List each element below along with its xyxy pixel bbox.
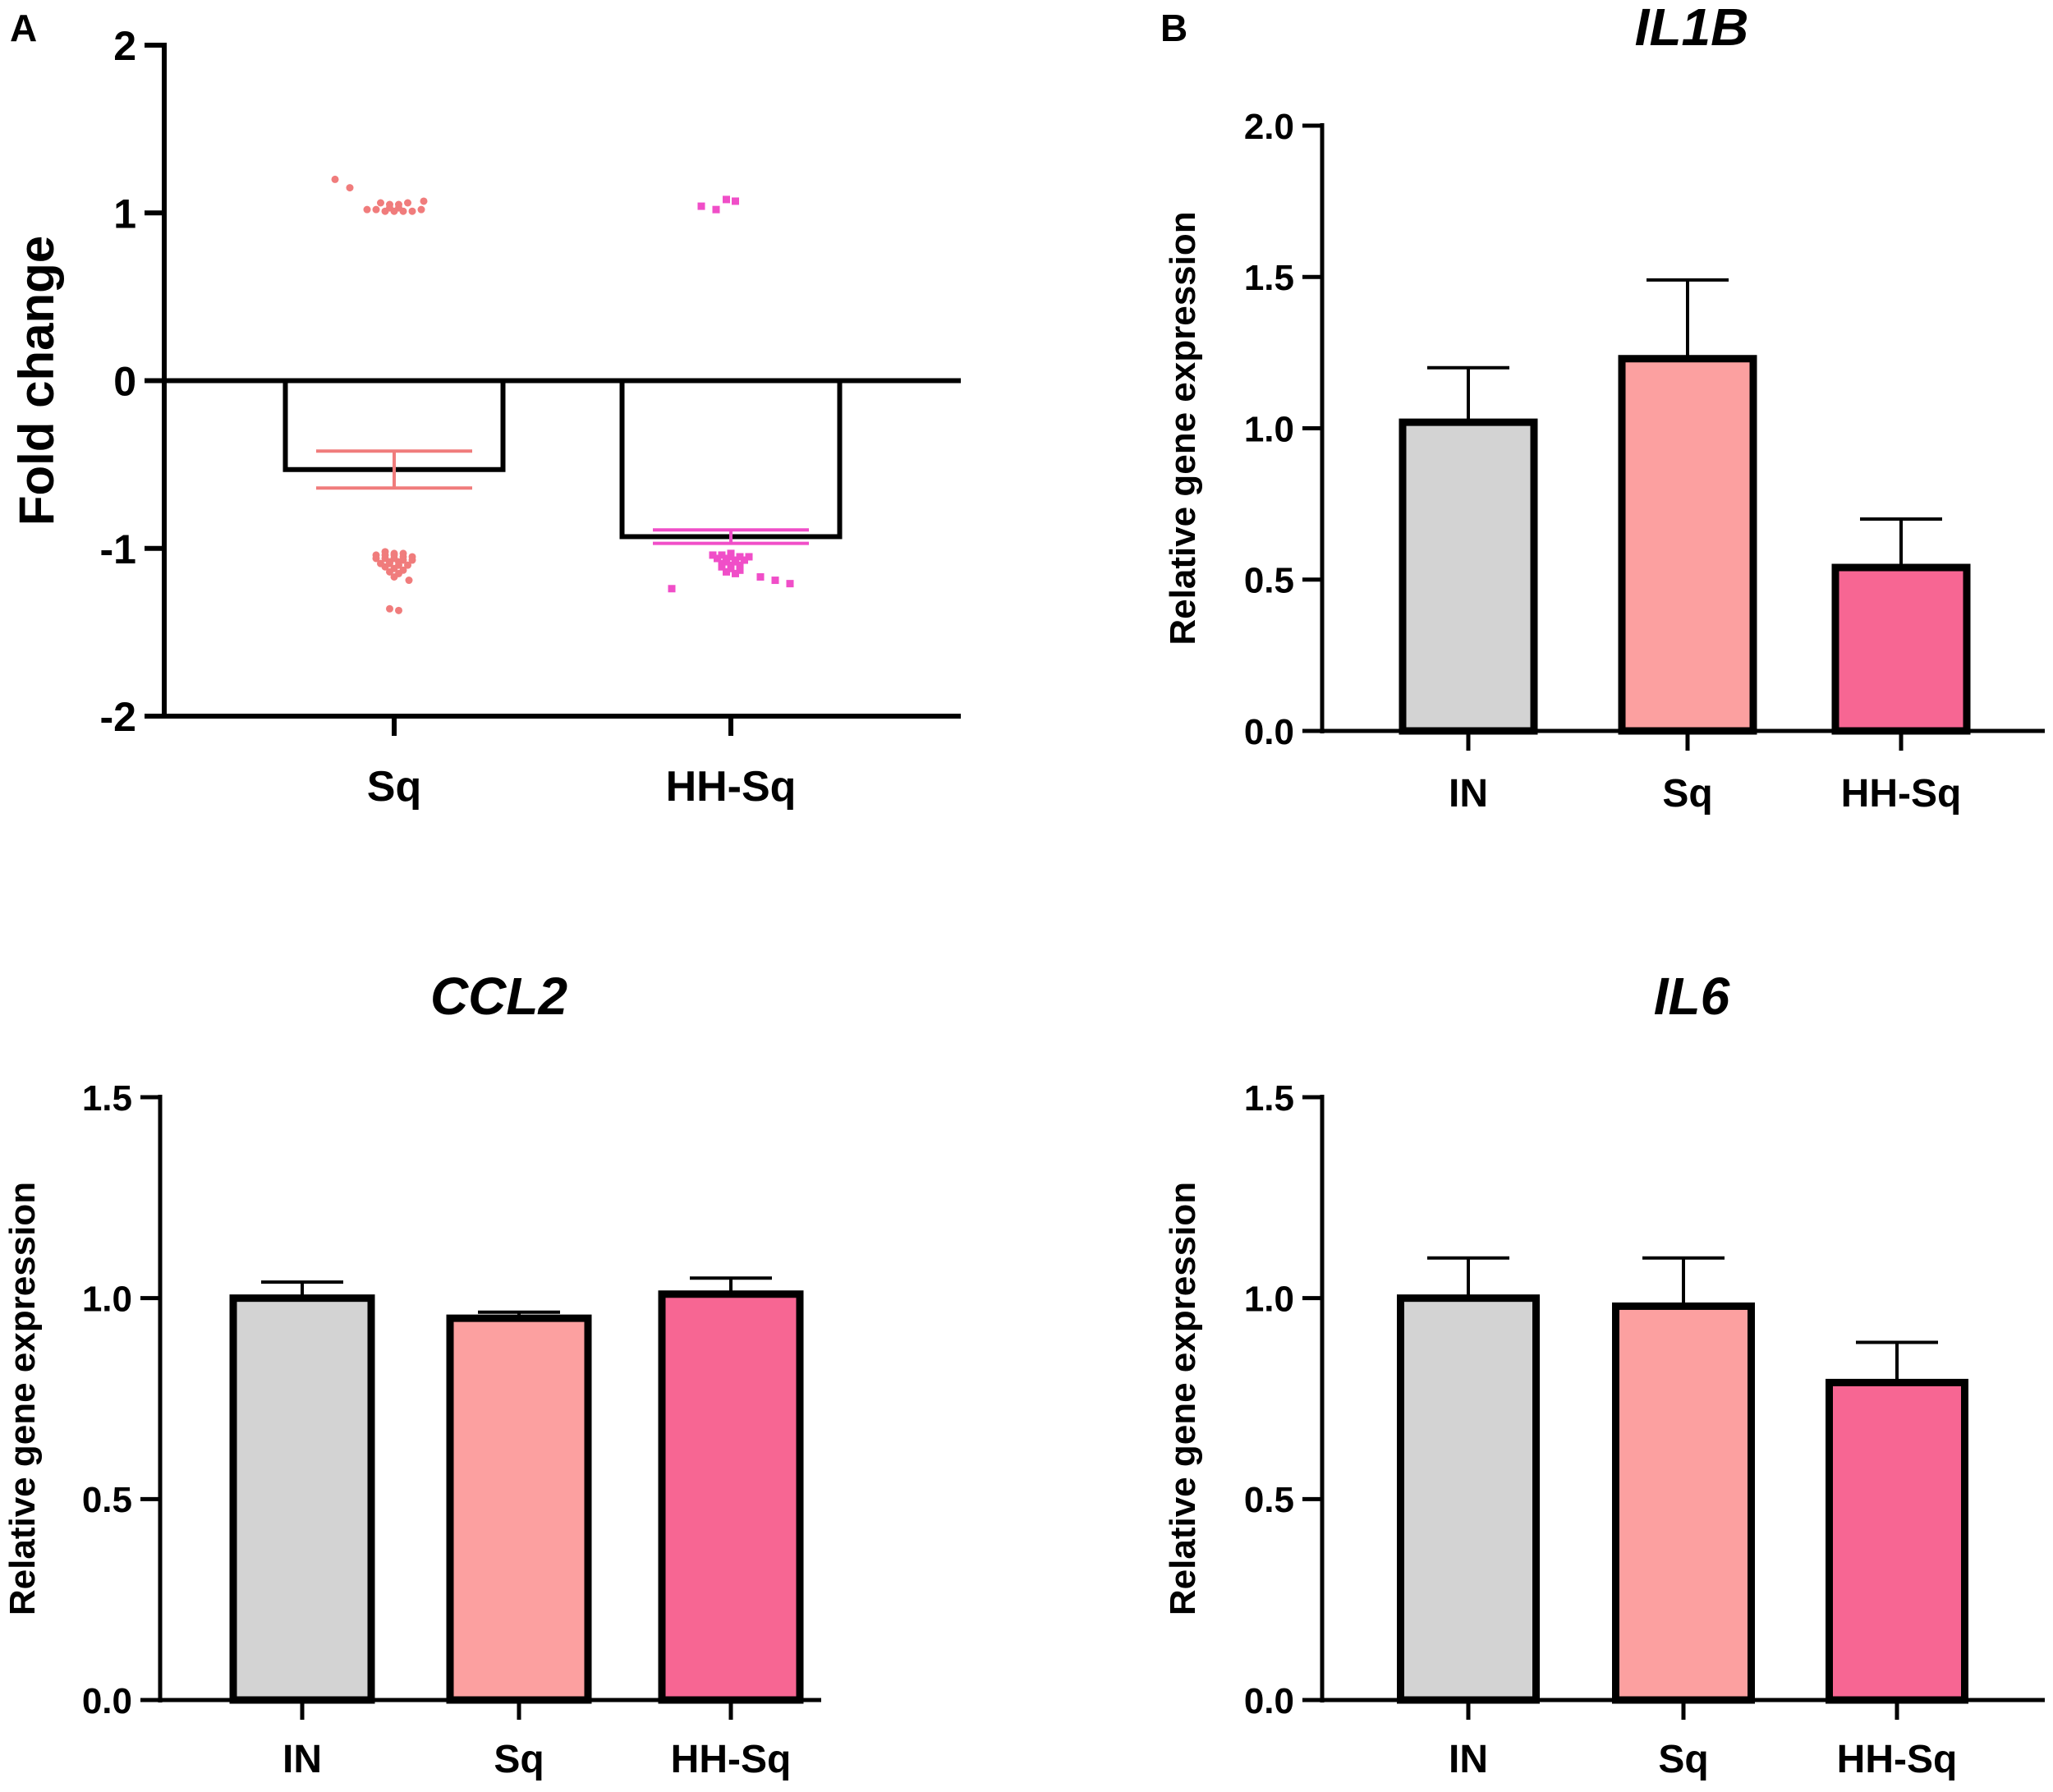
y-tick-label: 0.0 [82, 1681, 132, 1721]
data-point [408, 556, 416, 564]
x-tick-label-sq: Sq [494, 1738, 544, 1781]
data-point [736, 553, 744, 561]
data-point [756, 572, 765, 581]
panel-b-label: B [1160, 7, 1187, 49]
data-point [386, 567, 393, 576]
data-point [372, 554, 380, 563]
data-point [718, 551, 726, 559]
data-point [771, 577, 779, 585]
data-point [363, 205, 371, 214]
data-point [732, 558, 739, 566]
x-tick-label-in: IN [1449, 1738, 1488, 1781]
data-point [404, 561, 411, 569]
y-tick-label: 1 [113, 191, 136, 237]
chart-title: IL6 [1654, 967, 1730, 1026]
x-tick-label-sq: Sq [1662, 772, 1712, 816]
chart-title: CCL2 [430, 967, 567, 1026]
y-tick-label: 0 [113, 359, 136, 405]
bar-hh-sq [1826, 1378, 1968, 1704]
data-point [386, 604, 393, 613]
y-tick-label: 1.5 [1244, 1078, 1294, 1119]
y-tick-label: 0.0 [1244, 712, 1294, 752]
data-point [377, 199, 384, 207]
y-tick-label: -2 [100, 694, 136, 740]
data-point [736, 566, 744, 574]
data-point [395, 606, 402, 614]
data-point [745, 553, 753, 561]
data-point [372, 205, 380, 214]
bar-hh-sq [658, 1290, 804, 1704]
bar-in [1399, 418, 1538, 735]
data-point [723, 567, 730, 576]
chart-a: Fold change 2 1 0 -1 -2 Sq HH-Sq [9, 23, 961, 811]
data-point [390, 572, 398, 581]
data-point [405, 577, 413, 585]
x-tick-label-hh-sq: HH-Sq [1841, 772, 1962, 816]
y-axis-label: Fold change [9, 236, 64, 526]
y-tick-label: 1.5 [1244, 258, 1294, 298]
chart-il1b: IL1B Relative gene expression 2.0 1.5 1.0 0.5… [1163, 0, 2045, 816]
y-tick-label: 1.0 [1244, 409, 1294, 449]
bar-hh-sq [619, 378, 843, 540]
data-point [714, 554, 721, 563]
chart-il6: IL6 Relative gene expression 1.5 1.0 0.5 0.0 I… [1163, 967, 2045, 1781]
data-point [381, 207, 389, 215]
x-tick-label-hh-sq: HH-Sq [666, 763, 797, 811]
y-axis-label: Relative gene expression [1163, 211, 1203, 645]
data-point [718, 563, 726, 571]
bar-in [1397, 1294, 1540, 1704]
x-tick-label-in: IN [282, 1738, 322, 1781]
data-point [395, 200, 402, 209]
panel-a-label: A [10, 7, 37, 49]
x-tick-label-hh-sq: HH-Sq [671, 1738, 792, 1781]
x-tick-label-sq: Sq [1658, 1738, 1708, 1781]
y-tick-label: 0.0 [1244, 1681, 1294, 1721]
y-axis-label: Relative gene expression [1163, 1182, 1203, 1615]
data-point [404, 199, 411, 207]
y-tick-label: 1.5 [82, 1078, 132, 1119]
y-tick-label: 2.0 [1244, 107, 1294, 147]
data-point [408, 207, 416, 215]
x-tick-label-in: IN [1449, 772, 1488, 816]
y-tick-label: 0.5 [1244, 1480, 1294, 1520]
data-point [712, 205, 720, 214]
data-point [723, 195, 730, 204]
data-point [381, 563, 389, 571]
data-point [732, 569, 739, 577]
bar-sq [1612, 1302, 1755, 1704]
data-point [786, 580, 794, 588]
bar-sq [446, 1314, 592, 1704]
x-tick-label-sq: Sq [367, 763, 421, 811]
bar-hh-sq [1831, 563, 1971, 735]
chart-title: IL1B [1635, 0, 1749, 57]
data-point [346, 184, 354, 192]
data-point [727, 564, 735, 572]
data-point [727, 553, 735, 561]
data-point [723, 558, 730, 566]
data-point [709, 551, 717, 559]
data-point [331, 175, 339, 183]
y-tick-label: 1.0 [82, 1280, 132, 1320]
data-point [420, 197, 428, 205]
y-tick-label: -1 [100, 526, 136, 572]
data-point [741, 556, 748, 564]
bar-sq [1618, 355, 1757, 735]
x-tick-label-hh-sq: HH-Sq [1837, 1738, 1958, 1781]
y-tick-label: 0.5 [82, 1480, 132, 1520]
data-point [668, 585, 676, 593]
bar-in [229, 1294, 375, 1704]
chart-ccl2: CCL2 Relative gene expression 1.5 1.0 0.5 0.0… [2, 967, 821, 1781]
data-point [697, 202, 705, 210]
y-axis-label: Relative gene expression [2, 1182, 43, 1615]
data-point [736, 561, 744, 569]
data-point [417, 205, 425, 214]
data-point [732, 197, 739, 205]
y-tick-label: 1.0 [1244, 1280, 1294, 1320]
y-tick-label: 2 [113, 23, 136, 69]
y-tick-label: 0.5 [1244, 561, 1294, 601]
